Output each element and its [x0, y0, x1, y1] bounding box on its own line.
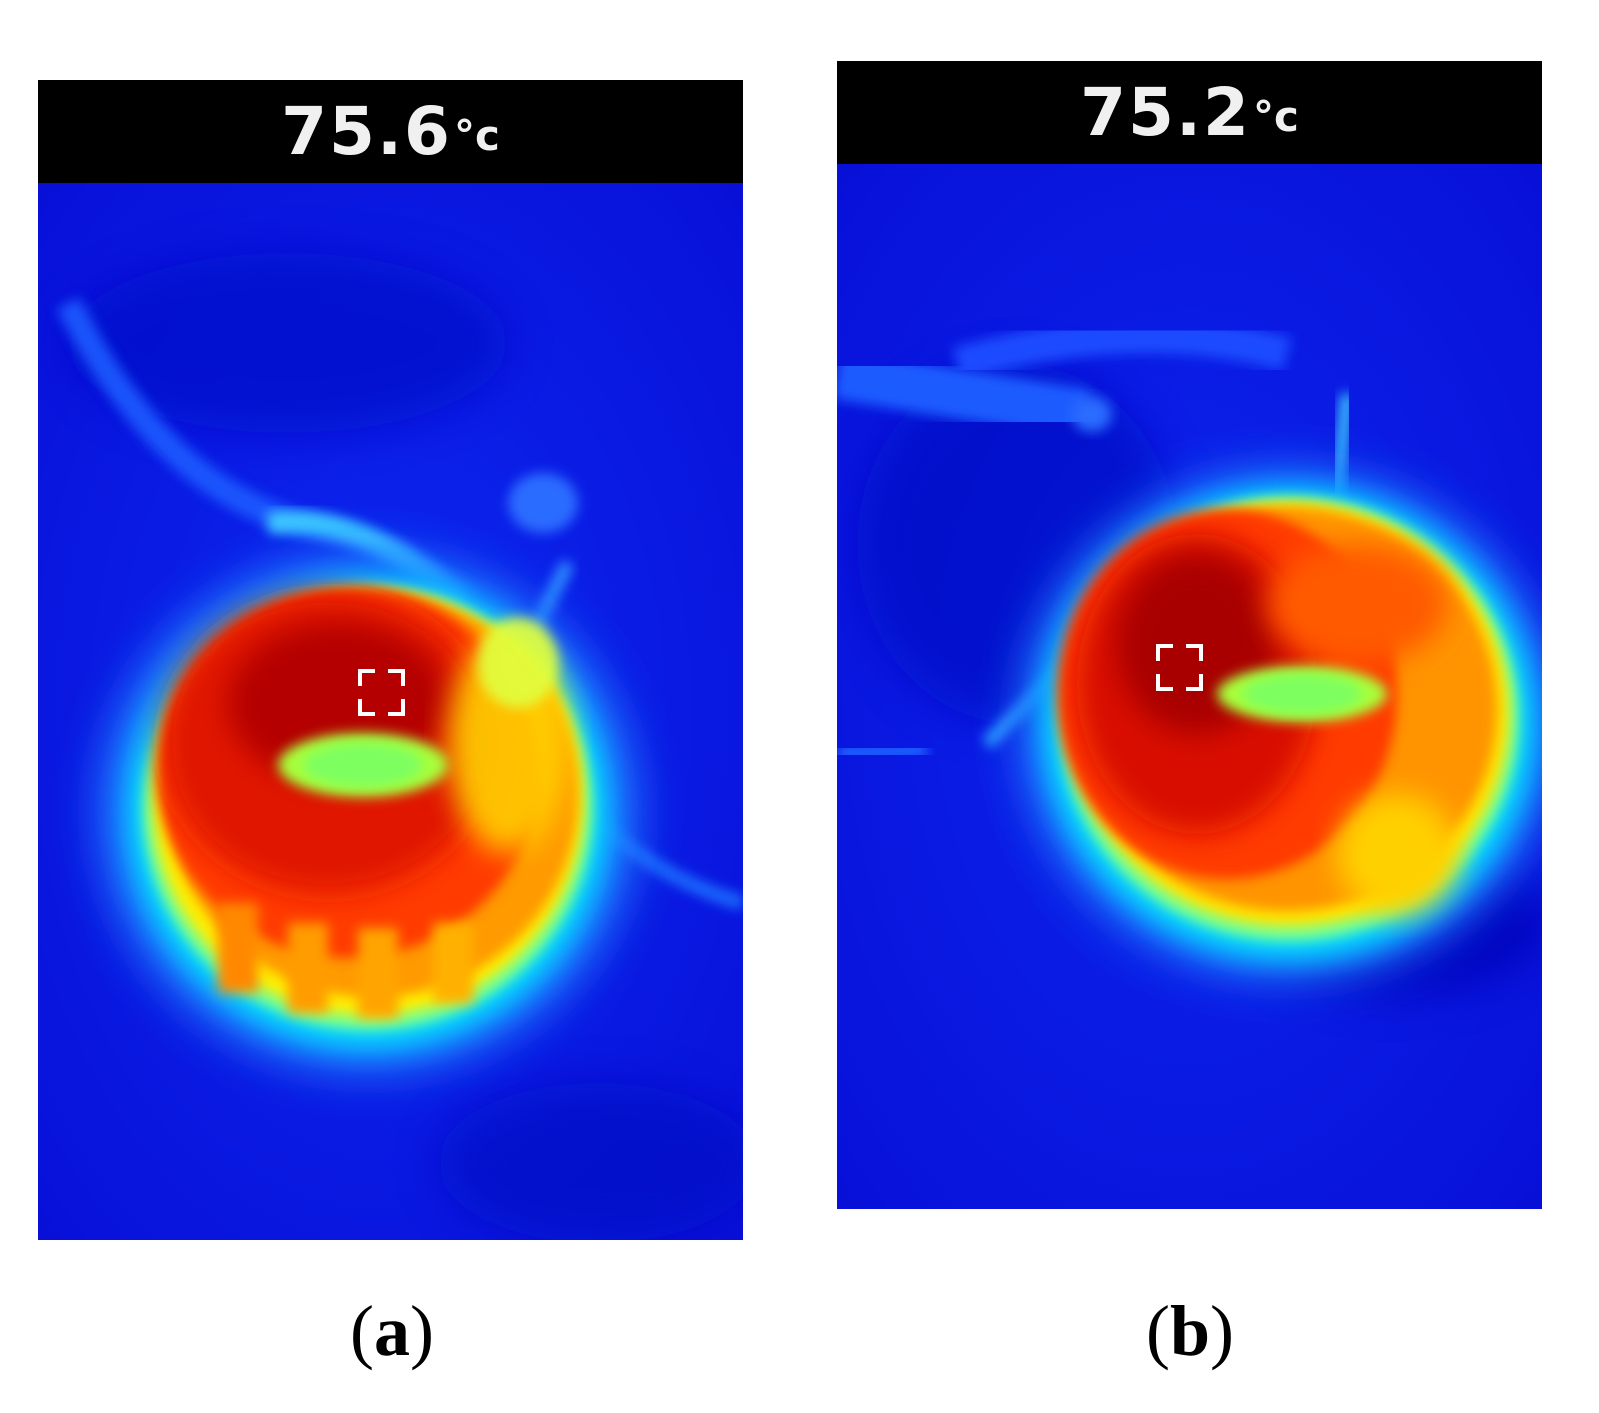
temperature-readout-bar: 75.6 °c	[38, 80, 743, 183]
thermal-panel-b: 75.2 °c	[837, 61, 1542, 1209]
thermal-panel-a: 75.6 °c	[38, 80, 743, 1240]
thermal-image-b	[837, 164, 1542, 1209]
caption-letter: b	[1169, 1291, 1211, 1371]
caption-letter: a	[374, 1291, 410, 1371]
temperature-value: 75.6	[281, 93, 452, 170]
temperature-unit: °c	[1252, 92, 1299, 141]
thermal-image-a	[38, 183, 743, 1240]
crosshair-bracket-icon	[1156, 644, 1203, 691]
temperature-readout-bar: 75.2 °c	[837, 61, 1542, 164]
caption-a: (a)	[350, 1291, 434, 1371]
temperature-unit: °c	[453, 111, 500, 160]
caption-b: (b)	[1145, 1291, 1234, 1371]
temperature-value: 75.2	[1080, 74, 1251, 151]
crosshair-bracket-icon	[358, 669, 405, 716]
